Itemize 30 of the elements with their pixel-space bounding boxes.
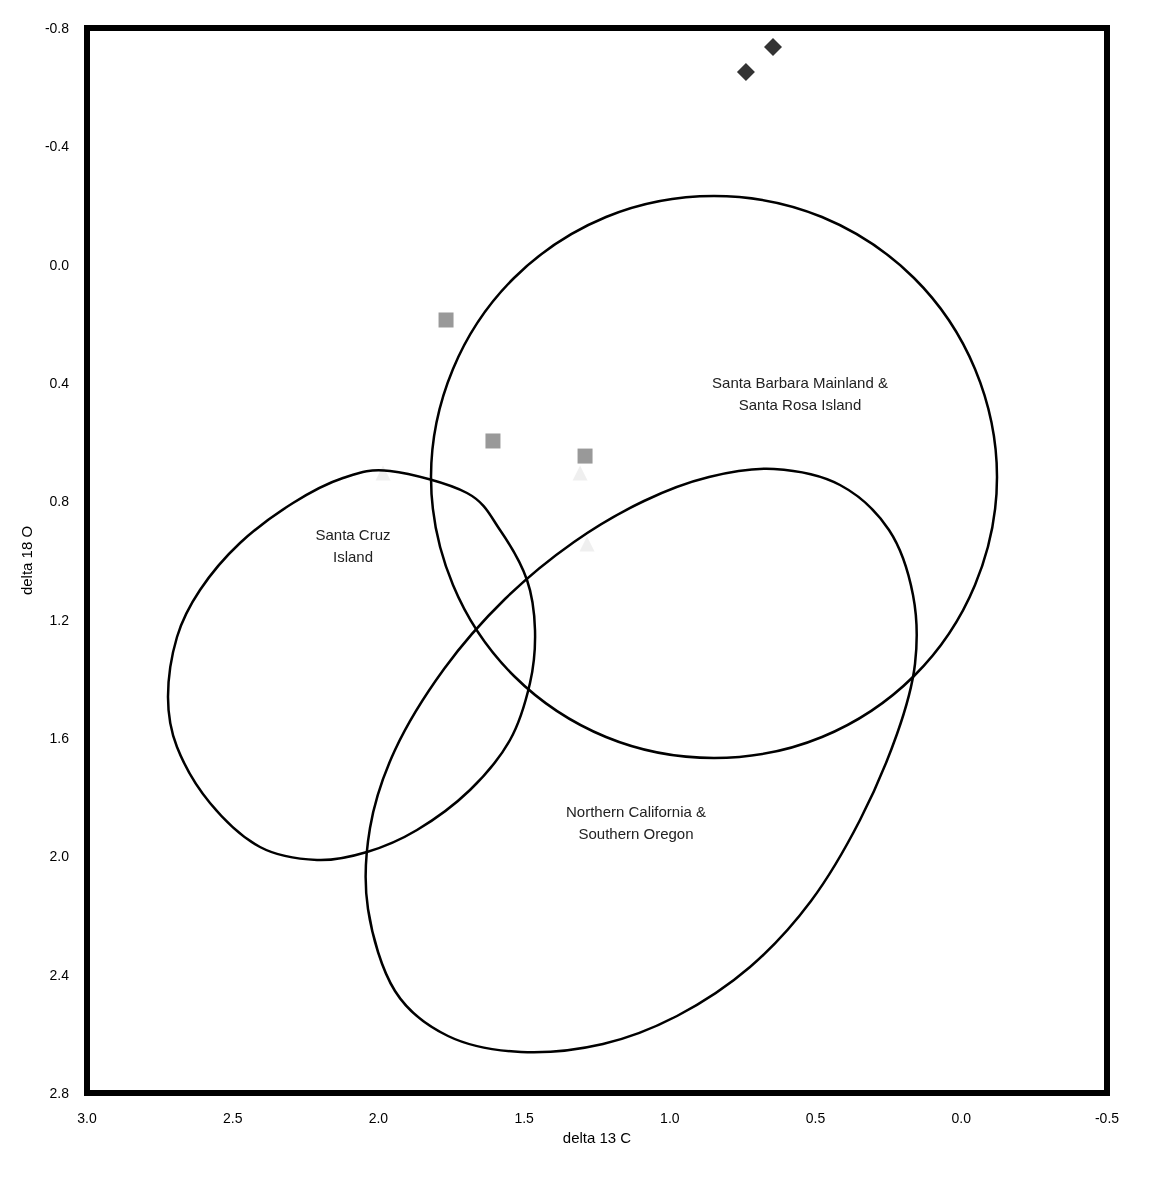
annotation: Northern California & Southern Oregon [565,802,707,842]
point [572,465,588,481]
x-tick-label: -0.5 [1094,1110,1120,1126]
y-tick-label: 0.4 [49,375,70,391]
y-tick-label: 0.0 [49,256,70,273]
point [438,312,454,328]
point [736,63,755,82]
y-tick-label: 1.2 [49,611,70,628]
y-tick-label: -0.4 [44,138,70,155]
y-tick-label: -0.8 [44,20,70,36]
y-tick-label: 2.8 [49,1085,70,1101]
x-tick-label: 0.5 [805,1110,826,1126]
point [577,448,593,464]
x-axis-title: delta 13 C [562,1128,632,1146]
x-tick-label: 2.5 [222,1110,243,1126]
point [485,433,501,449]
x-tick-label: 0.0 [951,1110,972,1126]
point [764,37,783,56]
annotation: Santa Barbara Mainland & Santa Rosa Island [712,373,888,413]
point [579,536,595,552]
x-tick-label: 3.0 [77,1110,97,1126]
y-tick-label: 0.8 [49,493,70,510]
annotation: Santa Cruz Island [315,525,391,565]
x-tick-label: 1.5 [514,1110,535,1126]
x-tick-label: 2.0 [368,1110,389,1126]
y-axis-title: delta 18 O [17,525,35,596]
y-tick-label: 2.4 [49,966,70,983]
y-tick-label: 1.6 [49,730,70,746]
x-tick-label: 1.0 [660,1110,680,1126]
y-tick-label: 2.0 [49,848,70,865]
